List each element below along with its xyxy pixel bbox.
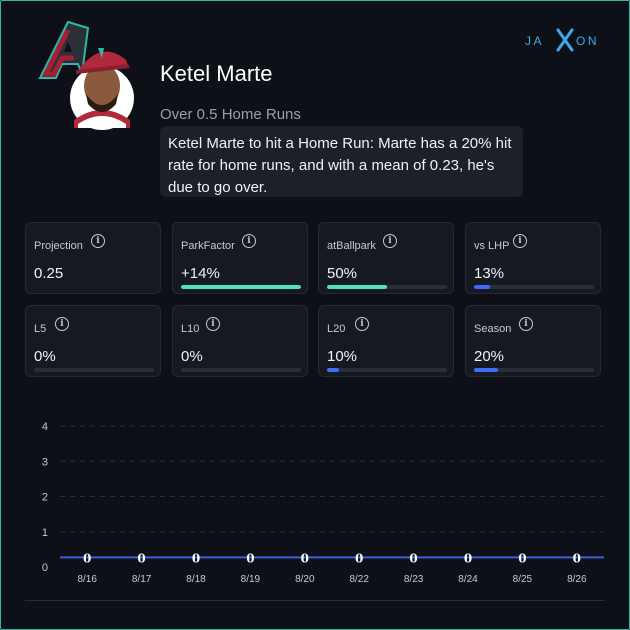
stat-card-season: Season i 20%: [465, 305, 601, 377]
stat-progress-track: [181, 368, 301, 372]
jaxon-logo: JA ON: [525, 28, 599, 52]
player-avatar: [38, 20, 134, 130]
x-tick-label: 8/20: [295, 574, 315, 585]
stat-label: L10: [181, 323, 200, 335]
x-tick-label: 8/19: [241, 574, 261, 585]
data-value-label: 0: [83, 551, 91, 565]
x-tick-label: 8/24: [458, 574, 478, 585]
stat-progress-fill: [474, 368, 498, 372]
y-tick-label: 2: [42, 492, 48, 504]
arizona-a-logo-icon: [38, 20, 90, 79]
stat-card-atballpark: atBallpark i 50%: [318, 222, 454, 294]
stat-value: 13%: [474, 265, 505, 282]
data-value-label: 0: [518, 551, 526, 565]
x-tick-label: 8/16: [77, 574, 97, 585]
stat-label: L20: [327, 323, 346, 335]
stat-progress-fill: [181, 285, 301, 289]
stat-label: Season: [474, 323, 512, 335]
stat-card-l10: L10 i 0%: [172, 305, 308, 377]
stat-value: 0%: [181, 348, 203, 365]
history-chart: 0 1 2 3 4 0 8/16 0 8/17 0 8/18 0 8/19 0 8/20 0 8/22 0 8/23…: [42, 421, 604, 585]
y-tick-label: 0: [42, 562, 48, 574]
stat-progress-track: [474, 368, 594, 372]
stat-card-l20: L20 i 10%: [318, 305, 454, 377]
stat-label: atBallpark: [327, 240, 376, 252]
x-tick-label: 8/25: [513, 574, 533, 585]
stat-value: +14%: [181, 265, 220, 282]
stat-value: 20%: [474, 348, 505, 365]
brand-text-left: JA: [525, 34, 544, 48]
info-icon[interactable]: i: [91, 234, 105, 248]
stat-card-vs-lhp: vs LHP i 13%: [465, 222, 601, 294]
stat-label: Projection: [34, 240, 83, 252]
x-tick-label: 8/18: [186, 574, 206, 585]
stat-label: L5: [34, 323, 47, 335]
stat-card-l5: L5 i 0%: [25, 305, 161, 377]
data-value-label: 0: [246, 551, 254, 565]
stat-value: 0%: [34, 348, 56, 365]
analysis-text: Ketel Marte to hit a Home Run: Marte has…: [160, 126, 523, 197]
info-icon[interactable]: i: [519, 317, 533, 331]
data-value-label: 0: [573, 551, 581, 565]
y-tick-label: 3: [42, 456, 48, 468]
data-value-label: 0: [137, 551, 145, 565]
x-tick-label: 8/17: [132, 574, 152, 585]
info-icon[interactable]: i: [513, 234, 527, 248]
data-value-label: 0: [301, 551, 309, 565]
info-icon[interactable]: i: [355, 317, 369, 331]
info-icon[interactable]: i: [55, 317, 69, 331]
stat-label: vs LHP: [474, 240, 510, 252]
info-icon[interactable]: i: [242, 234, 256, 248]
stat-card-projection: Projection i 0.25: [25, 222, 161, 294]
stat-label: ParkFactor: [181, 240, 235, 252]
bottom-divider: [25, 600, 605, 601]
stat-card-parkfactor: ParkFactor i +14%: [172, 222, 308, 294]
data-value-label: 0: [464, 551, 472, 565]
data-value-label: 0: [192, 551, 200, 565]
x-tick-label: 8/23: [404, 574, 424, 585]
brand-text-right: ON: [576, 34, 599, 48]
stat-progress-fill: [327, 368, 339, 372]
stat-progress-track: [474, 285, 594, 289]
info-icon[interactable]: i: [206, 317, 220, 331]
player-name: Ketel Marte: [160, 61, 273, 86]
data-value-label: 0: [355, 551, 363, 565]
stat-value: 50%: [327, 265, 358, 282]
stat-progress-fill: [327, 285, 387, 289]
y-tick-label: 4: [42, 421, 48, 433]
stat-value: 10%: [327, 348, 358, 365]
x-tick-label: 8/26: [567, 574, 587, 585]
stat-value: 0.25: [34, 265, 64, 282]
stat-progress-track: [327, 285, 447, 289]
info-icon[interactable]: i: [383, 234, 397, 248]
x-tick-label: 8/22: [349, 574, 369, 585]
stat-progress-track: [327, 368, 447, 372]
stat-progress-fill: [474, 285, 490, 289]
data-value-label: 0: [409, 551, 417, 565]
stat-progress-track: [34, 368, 154, 372]
y-tick-label: 1: [42, 527, 48, 539]
prop-line: Over 0.5 Home Runs: [160, 106, 301, 123]
stat-progress-track: [181, 285, 301, 289]
